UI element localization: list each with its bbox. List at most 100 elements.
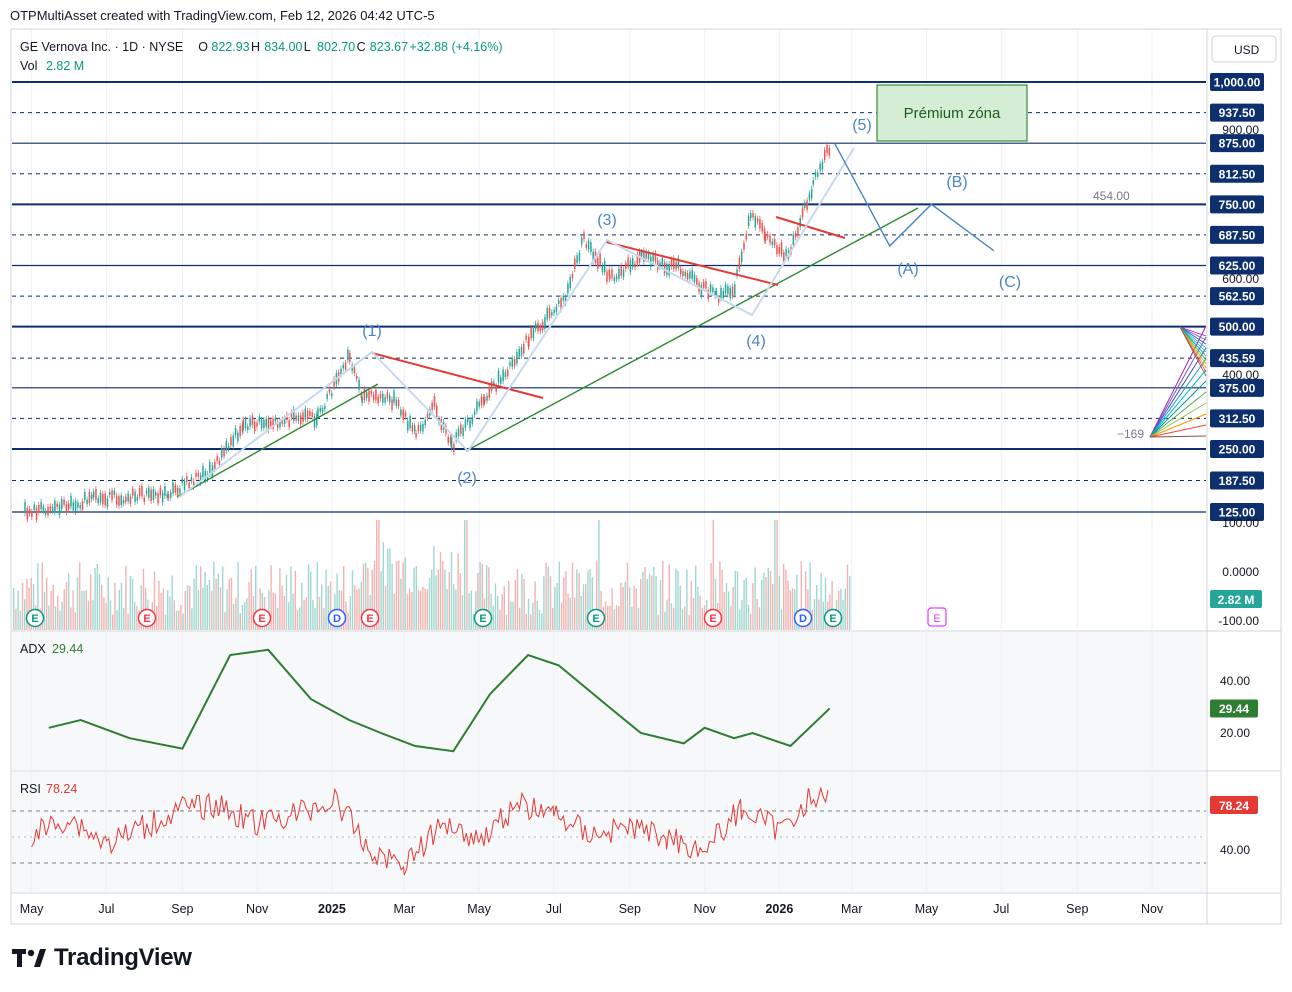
volume-bar [156,605,158,630]
volume-bar [296,610,299,630]
candle-body [495,385,497,392]
candle-body [42,506,45,512]
candle-body [740,251,743,262]
wave-label-3: (3) [597,212,617,229]
volume-bar [325,569,327,630]
time-axis-label: Mar [841,902,863,916]
candle-body [92,491,95,498]
volume-bar [305,597,307,630]
volume-bar [543,576,545,630]
candle-body [636,254,639,264]
adx-axis-tick: 20.00 [1220,726,1250,740]
volume-bar [563,577,565,630]
volume-bar [360,581,362,630]
volume-bar [824,577,827,630]
volume-bar [541,613,543,630]
volume-bar [468,593,470,630]
candle-body [613,277,616,282]
volume-bar [87,600,90,630]
volume-bar [640,578,642,630]
candle-body [316,414,318,426]
volume-bar [679,585,681,630]
volume-bar [655,576,657,630]
volume-bar [472,614,475,630]
candle-body [230,436,232,446]
price-badge [1210,134,1264,153]
volume-bar [745,577,747,630]
candle-body [583,232,585,240]
rsi-badge [1210,796,1258,814]
volume-bar [567,593,569,630]
volume-bar [24,599,26,630]
volume-bar [470,590,472,630]
candle-body [823,150,826,160]
price-axis-tick: 400.00 [1222,368,1259,382]
volume-bar [844,588,846,630]
candle-body [601,265,604,273]
volume-bar [76,577,79,630]
price-badge [1210,409,1264,428]
volume-bar [785,569,787,630]
candle-body [204,471,206,481]
volume-bar [622,586,624,630]
volume-bar [358,588,360,630]
volume-bar [774,520,776,630]
candle-body [358,379,360,390]
volume-bar [585,584,587,630]
candle-body [129,496,132,504]
volume-bar [131,578,134,630]
volume-bar [219,587,222,630]
volume-bar [725,583,728,630]
volume-bar [380,571,382,630]
volume-bar [323,608,325,630]
candle-body [532,328,535,339]
volume-bar [448,571,450,630]
volume-bar [63,589,65,630]
candle-body [242,419,244,431]
volume-bar [486,565,488,630]
volume-bar [807,589,809,630]
chart-svg[interactable]: Prémium zóna (1) (2) (3) (4) (5) (A) (B) (C) 454.… [0,0,1292,930]
candle-body [411,425,414,432]
candle-body [537,322,539,332]
volume-bar [523,579,525,630]
candle-body [61,499,63,510]
volume-bar [404,557,406,630]
volume-bar [642,571,644,630]
candle-body [761,222,763,232]
volume-bar [175,610,178,630]
candle-body [625,262,627,269]
volume-bar [415,565,417,630]
candle-body [258,416,261,422]
volume-bar [532,602,534,630]
support-trendline [176,383,379,498]
fib-fan-line [1149,380,1207,438]
volume-bar [204,571,206,630]
volume-bar [838,590,840,630]
volume-bar [211,590,213,630]
price-axis-tick: 900.00 [1222,123,1259,137]
time-axis-label: Jul [98,902,114,916]
volume-bars [13,520,851,630]
volume-bar [321,584,323,630]
volume-bar [136,605,138,630]
volume-bar [580,596,582,630]
candle-body [309,411,311,416]
candle-body [516,352,518,364]
volume-bar [90,574,92,630]
volume-bar [712,520,714,630]
volume-bar [230,577,233,630]
candle-body [393,390,395,403]
volume-bar [719,561,721,630]
volume-bar [721,569,723,630]
tradingview-brand[interactable]: TradingView [12,944,192,972]
fib-fan-line [1179,326,1207,341]
candle-body [293,409,295,421]
volume-bar [112,614,114,630]
candle-body [569,277,571,288]
volume-bar [505,614,508,630]
volume-bar [54,606,57,630]
volume-bar [673,607,675,630]
candle-body [40,501,42,510]
volume-bar [488,567,490,630]
